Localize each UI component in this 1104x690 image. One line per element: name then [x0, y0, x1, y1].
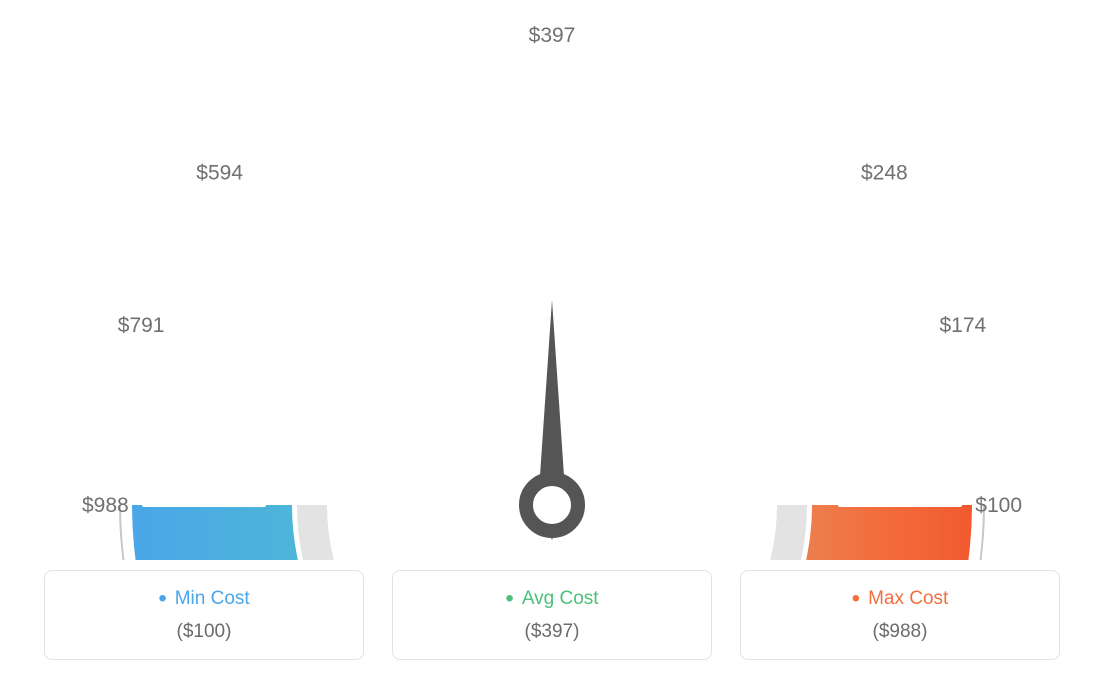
- legend-row: Min Cost ($100) Avg Cost ($397) Max Cost…: [0, 570, 1104, 660]
- svg-text:$791: $791: [118, 314, 165, 337]
- svg-text:$248: $248: [861, 162, 908, 185]
- svg-text:$594: $594: [196, 162, 243, 185]
- legend-value-max: ($988): [751, 621, 1049, 643]
- gauge-svg: $100 $174 $248 $397 $594 $791 $988: [0, 0, 1104, 560]
- svg-text:$988: $988: [82, 494, 129, 517]
- legend-value-min: ($100): [55, 621, 353, 643]
- legend-card-min: Min Cost ($100): [44, 570, 364, 660]
- svg-text:$397: $397: [529, 24, 576, 47]
- legend-value-avg: ($397): [403, 621, 701, 643]
- svg-text:$100: $100: [975, 494, 1022, 517]
- legend-label-avg: Avg Cost: [403, 585, 701, 613]
- svg-text:$174: $174: [940, 314, 987, 337]
- legend-label-min: Min Cost: [55, 585, 353, 613]
- legend-card-max: Max Cost ($988): [740, 570, 1060, 660]
- gauge-chart: $100 $174 $248 $397 $594 $791 $988: [0, 0, 1104, 560]
- legend-card-avg: Avg Cost ($397): [392, 570, 712, 660]
- legend-label-max: Max Cost: [751, 585, 1049, 613]
